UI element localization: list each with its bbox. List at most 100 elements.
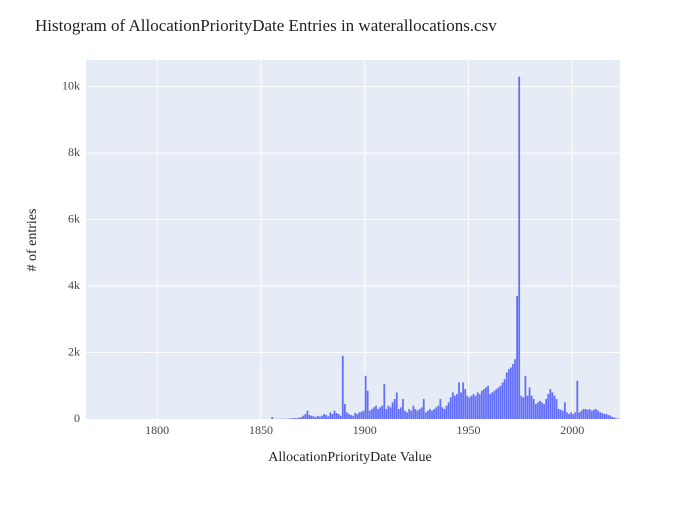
bar [296, 418, 298, 419]
bar [404, 411, 406, 419]
bar [533, 399, 535, 419]
bar [479, 394, 481, 419]
bar [332, 414, 334, 419]
x-tick-label: 1900 [353, 423, 377, 437]
bar [462, 382, 464, 419]
bar [323, 414, 325, 419]
bar [417, 411, 419, 419]
bar [294, 418, 296, 419]
bar [311, 416, 313, 419]
bar [508, 369, 510, 419]
bar [458, 382, 460, 419]
bar [547, 394, 549, 419]
bar [340, 416, 342, 419]
bar [552, 392, 554, 419]
bar [346, 412, 348, 419]
bar [591, 411, 593, 419]
y-tick-label: 0 [74, 411, 80, 425]
bar [300, 417, 302, 419]
bar [454, 396, 456, 419]
bar [367, 391, 369, 419]
bar [525, 376, 527, 419]
bar [485, 387, 487, 419]
bar [336, 413, 338, 419]
bar [541, 402, 543, 419]
plot-area [86, 60, 620, 419]
bar [352, 416, 354, 419]
bar [365, 376, 367, 419]
bar [612, 417, 614, 419]
bar [379, 407, 381, 419]
bar [444, 409, 446, 419]
bar [471, 396, 473, 419]
bar [610, 416, 612, 419]
chart-title: Histogram of AllocationPriorityDate Entr… [35, 16, 497, 35]
bar [549, 389, 551, 419]
bar [464, 389, 466, 419]
bar [603, 414, 605, 419]
bar [292, 418, 294, 419]
bar [298, 418, 300, 419]
bar [500, 386, 502, 419]
bar [431, 411, 433, 419]
bar [456, 394, 458, 419]
bar [477, 392, 479, 419]
bar [498, 387, 500, 419]
bar [342, 356, 344, 419]
bar [460, 392, 462, 419]
bar [423, 399, 425, 419]
bar [356, 414, 358, 419]
bar [531, 396, 533, 419]
bar [554, 396, 556, 419]
bar [358, 412, 360, 419]
bar [593, 410, 595, 419]
bar [504, 379, 506, 419]
bar [583, 409, 585, 419]
bar [581, 411, 583, 419]
bar [439, 399, 441, 419]
bar [510, 367, 512, 419]
bar [433, 409, 435, 419]
bar [327, 416, 329, 419]
bar [392, 402, 394, 419]
bar [396, 392, 398, 419]
bar [290, 418, 292, 419]
x-tick-label: 1800 [145, 423, 169, 437]
bar [415, 409, 417, 419]
bar [535, 404, 537, 419]
bar [529, 387, 531, 419]
bar [305, 414, 307, 419]
bar [271, 417, 273, 419]
bar [385, 409, 387, 419]
bar [576, 381, 578, 419]
y-axis-label: # of entries [25, 209, 40, 272]
bar [448, 402, 450, 419]
bar [321, 416, 323, 419]
y-tick-label: 2k [68, 344, 80, 358]
bar [309, 415, 311, 419]
bar [373, 407, 375, 419]
bar [313, 416, 315, 419]
bar [435, 407, 437, 419]
bar [383, 384, 385, 419]
bar [410, 411, 412, 419]
bar [315, 417, 317, 419]
bar [556, 399, 558, 419]
bar [408, 409, 410, 419]
bar [585, 409, 587, 419]
bar [302, 416, 304, 419]
bar [481, 391, 483, 419]
bar [483, 389, 485, 419]
bar [371, 409, 373, 419]
bar [329, 412, 331, 419]
bar [502, 382, 504, 419]
bar [578, 412, 580, 419]
bar [587, 410, 589, 419]
bar [317, 416, 319, 419]
bar [475, 396, 477, 419]
y-tick-label: 6k [68, 211, 80, 225]
bar [537, 402, 539, 419]
bar [572, 414, 574, 419]
bar [487, 386, 489, 419]
bar [450, 397, 452, 419]
